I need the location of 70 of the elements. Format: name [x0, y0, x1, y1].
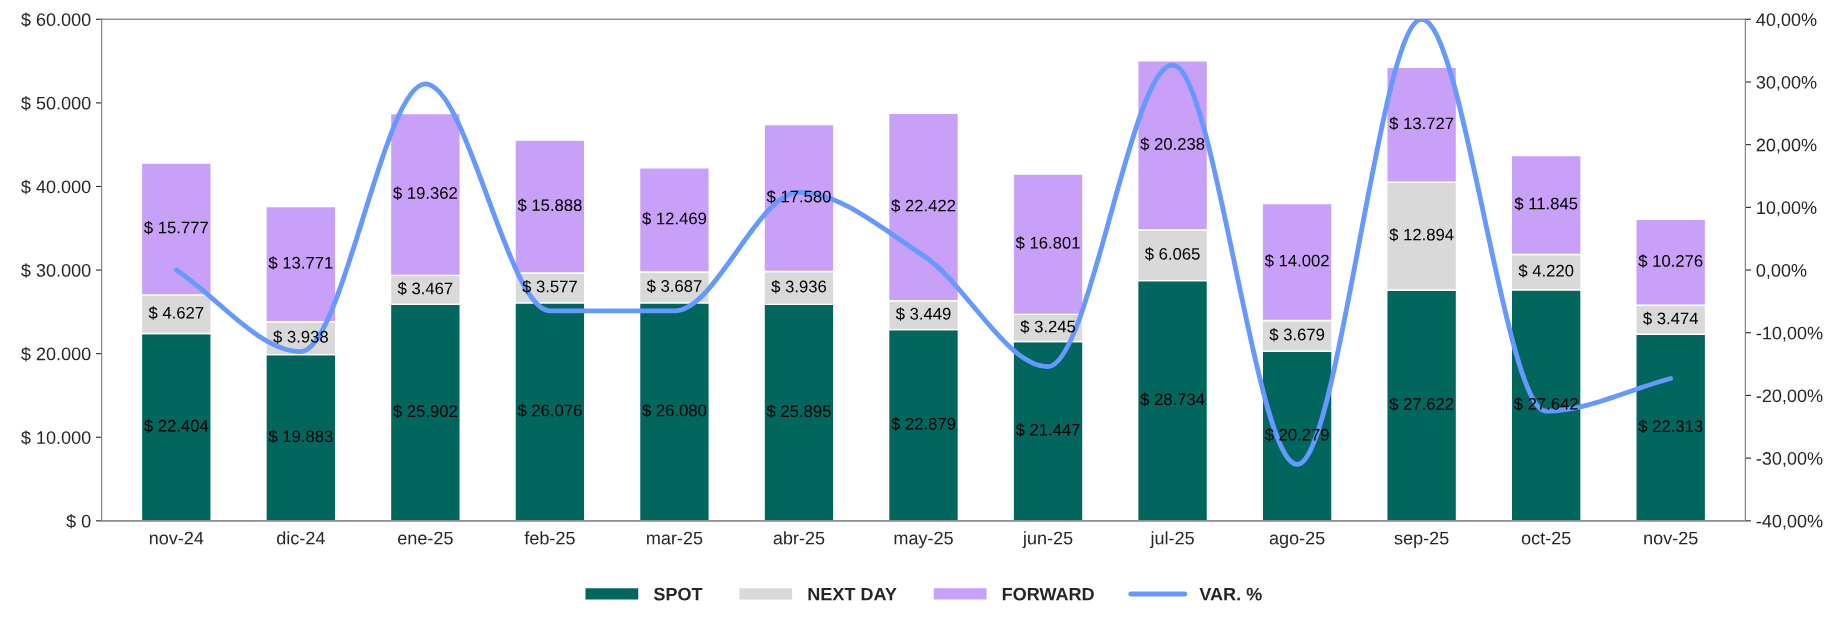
y2-tick-label: 10,00% — [1757, 201, 1817, 217]
data-label: $ 22.422 — [891, 199, 956, 213]
data-label: $ 21.447 — [1015, 423, 1080, 437]
data-label: $ 3.936 — [771, 279, 827, 294]
y-tick-label: $ 10.000 — [21, 430, 91, 446]
data-label: $ 3.577 — [522, 279, 577, 294]
y-tick-label: $ 60.000 — [21, 12, 91, 28]
data-label: $ 3.938 — [273, 330, 328, 344]
data-label: $ 20.238 — [1140, 137, 1205, 151]
x-tick-label: dic-24 — [277, 531, 325, 545]
data-label: $ 22.879 — [891, 417, 956, 431]
legend-label: VAR. % — [1199, 587, 1262, 601]
data-label: $ 11.845 — [1514, 196, 1578, 211]
data-label: $ 26.076 — [517, 403, 582, 418]
data-label: $ 3.474 — [1643, 311, 1699, 326]
data-label: $ 14.002 — [1264, 254, 1329, 268]
data-label: $ 25.902 — [393, 404, 457, 419]
data-label: $ 15.777 — [144, 220, 208, 235]
data-label: $ 13.727 — [1389, 116, 1454, 131]
x-tick-label: nov-24 — [149, 531, 204, 545]
data-label: $ 4.220 — [1518, 264, 1574, 278]
x-tick-label: oct-25 — [1521, 531, 1571, 545]
x-tick-label: feb-25 — [524, 531, 575, 545]
data-label: $ 13.771 — [268, 256, 333, 270]
x-tick-label: ago-25 — [1269, 531, 1325, 549]
x-tick-label: ene-25 — [398, 531, 453, 545]
y2-tick-label: -10,00% — [1756, 326, 1823, 342]
y-tick-label: $ 30.000 — [21, 263, 91, 278]
data-label: $ 3.467 — [397, 281, 453, 296]
y2-tick-label: -40,00% — [1756, 514, 1823, 530]
legend-label: FORWARD — [1002, 587, 1094, 601]
data-label: $ 6.065 — [1144, 247, 1200, 261]
y2-tick-label: 40,00% — [1756, 13, 1817, 29]
data-label: $ 16.801 — [1015, 236, 1080, 250]
data-label: $ 3.679 — [1269, 327, 1325, 342]
y2-tick-label: 30,00% — [1756, 75, 1817, 91]
x-tick-label: abr-25 — [773, 531, 825, 545]
legend-label: NEXT DAY — [808, 587, 897, 601]
data-label: $ 28.734 — [1140, 392, 1205, 407]
data-label: $ 15.888 — [517, 198, 582, 213]
data-label: $ 3.687 — [646, 279, 702, 293]
data-label: $ 27.622 — [1389, 397, 1454, 411]
data-label: $ 25.895 — [766, 404, 831, 419]
data-label: $ 3.245 — [1020, 319, 1076, 334]
data-label: $ 12.894 — [1389, 228, 1454, 242]
data-label: $ 10.276 — [1638, 254, 1703, 268]
data-label: $ 17.580 — [766, 189, 831, 204]
y-tick-label: $ 0 — [66, 514, 91, 529]
x-tick-label: jun-25 — [1022, 531, 1073, 549]
y-tick-label: $ 20.000 — [21, 346, 91, 362]
data-label: $ 4.627 — [148, 306, 204, 320]
x-tick-label: mar-25 — [647, 531, 703, 545]
data-label: $ 22.404 — [144, 419, 209, 433]
legend-label: SPOT — [653, 587, 703, 601]
y-tick-label: $ 50.000 — [21, 96, 91, 111]
data-label: $ 22.313 — [1638, 419, 1703, 434]
data-label: $ 19.883 — [268, 429, 333, 444]
x-tick-label: jul-25 — [1150, 531, 1194, 549]
x-tick-label: nov-25 — [1644, 531, 1698, 545]
y2-tick-label: -20,00% — [1756, 389, 1823, 405]
y-tick-label: $ 40.000 — [21, 179, 91, 195]
y2-tick-label: 20,00% — [1756, 138, 1817, 154]
data-label: $ 26.080 — [642, 403, 707, 418]
x-tick-label: sep-25 — [1394, 531, 1449, 549]
data-label: $ 12.469 — [642, 211, 707, 226]
y2-tick-label: -30,00% — [1756, 452, 1823, 467]
x-tick-label: may-25 — [894, 531, 953, 549]
data-label: $ 19.362 — [393, 186, 457, 200]
data-label: $ 3.449 — [895, 307, 951, 321]
y2-tick-label: 0,00% — [1756, 263, 1807, 279]
